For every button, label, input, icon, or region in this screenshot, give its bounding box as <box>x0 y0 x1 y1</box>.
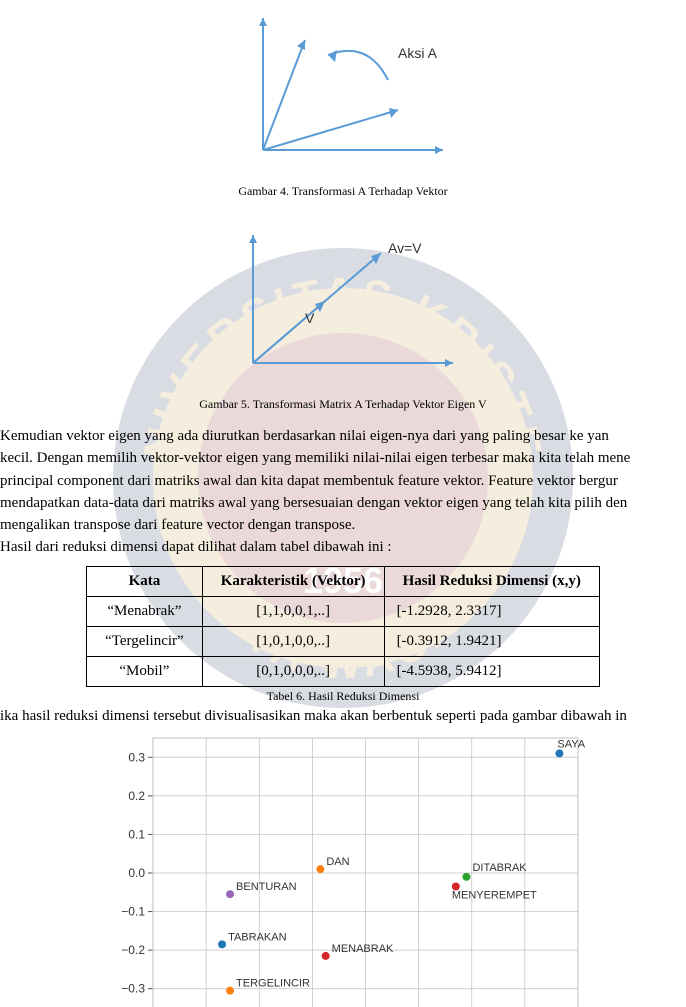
svg-text:MENABRAK: MENABRAK <box>332 943 394 955</box>
dimension-reduction-table: Kata Karakteristik (Vektor) Hasil Reduks… <box>86 566 600 687</box>
paragraph-5: mengalikan transpose dari feature vector… <box>0 515 686 535</box>
svg-text:MENYEREMPET: MENYEREMPET <box>452 889 537 901</box>
cell-vec: [1,1,0,0,1,..] <box>202 596 384 626</box>
figure4-caption: Gambar 4. Transformasi A Terhadap Vektor <box>0 184 686 199</box>
svg-text:0.1: 0.1 <box>128 827 145 841</box>
paragraph-1: Kemudian vektor eigen yang ada diurutkan… <box>0 426 686 446</box>
table-row: “Menabrak” [1,1,0,0,1,..] [-1.2928, 2.33… <box>87 596 600 626</box>
svg-text:SAYA: SAYA <box>557 738 585 750</box>
paragraph-3: principal component dari matriks awal da… <box>0 471 686 491</box>
paragraph-6: Hasil dari reduksi dimensi dapat dilihat… <box>0 537 686 557</box>
th-result: Hasil Reduksi Dimensi (x,y) <box>384 566 599 596</box>
svg-text:BENTURAN: BENTURAN <box>236 881 297 893</box>
paragraph-2: kecil. Dengan memilih vektor-vektor eige… <box>0 448 686 468</box>
figure4-label-aksi: Aksi A <box>398 45 438 61</box>
figure-4: Aksi A <box>0 0 686 180</box>
table-header-row: Kata Karakteristik (Vektor) Hasil Reduks… <box>87 566 600 596</box>
svg-text:DAN: DAN <box>326 856 349 868</box>
figure-5: Av=V V <box>0 213 686 393</box>
svg-text:DITABRAK: DITABRAK <box>472 862 527 874</box>
cell-res: [-1.2928, 2.3317] <box>384 596 599 626</box>
cell-res: [-4.5938, 5.9412] <box>384 656 599 686</box>
svg-text:−0.1: −0.1 <box>121 904 145 918</box>
table-row: “Tergelincir” [1,0,1,0,0,..] [-0.3912, 1… <box>87 626 600 656</box>
svg-text:0.0: 0.0 <box>128 866 145 880</box>
figure-6-scatter: −0.10.00.10.20.30.40.50.60.7−0.3−0.2−0.1… <box>0 728 686 1007</box>
cell-res: [-0.3912, 1.9421] <box>384 626 599 656</box>
table-caption: Tabel 6. Hasil Reduksi Dimensi <box>0 689 686 704</box>
svg-text:−0.3: −0.3 <box>121 981 145 995</box>
svg-text:0.3: 0.3 <box>128 750 145 764</box>
cell-kata: “Mobil” <box>87 656 203 686</box>
figure5-label-av: Av=V <box>388 240 422 256</box>
cell-vec: [1,0,1,0,0,..] <box>202 626 384 656</box>
cell-vec: [0,1,0,0,0,..] <box>202 656 384 686</box>
cell-kata: “Menabrak” <box>87 596 203 626</box>
svg-text:0.2: 0.2 <box>128 789 145 803</box>
after-table-para: ika hasil reduksi dimensi tersebut divis… <box>0 706 686 726</box>
figure5-label-v: V <box>305 310 315 326</box>
table-row: “Mobil” [0,1,0,0,0,..] [-4.5938, 5.9412] <box>87 656 600 686</box>
svg-text:−0.2: −0.2 <box>121 943 145 957</box>
th-vektor: Karakteristik (Vektor) <box>202 566 384 596</box>
th-kata: Kata <box>87 566 203 596</box>
figure5-caption: Gambar 5. Transformasi Matrix A Terhadap… <box>0 397 686 412</box>
svg-text:TERGELINCIR: TERGELINCIR <box>236 977 310 989</box>
paragraph-4: mendapatkan data-data dari matriks awal … <box>0 493 686 513</box>
svg-text:TABRAKAN: TABRAKAN <box>228 931 287 943</box>
cell-kata: “Tergelincir” <box>87 626 203 656</box>
